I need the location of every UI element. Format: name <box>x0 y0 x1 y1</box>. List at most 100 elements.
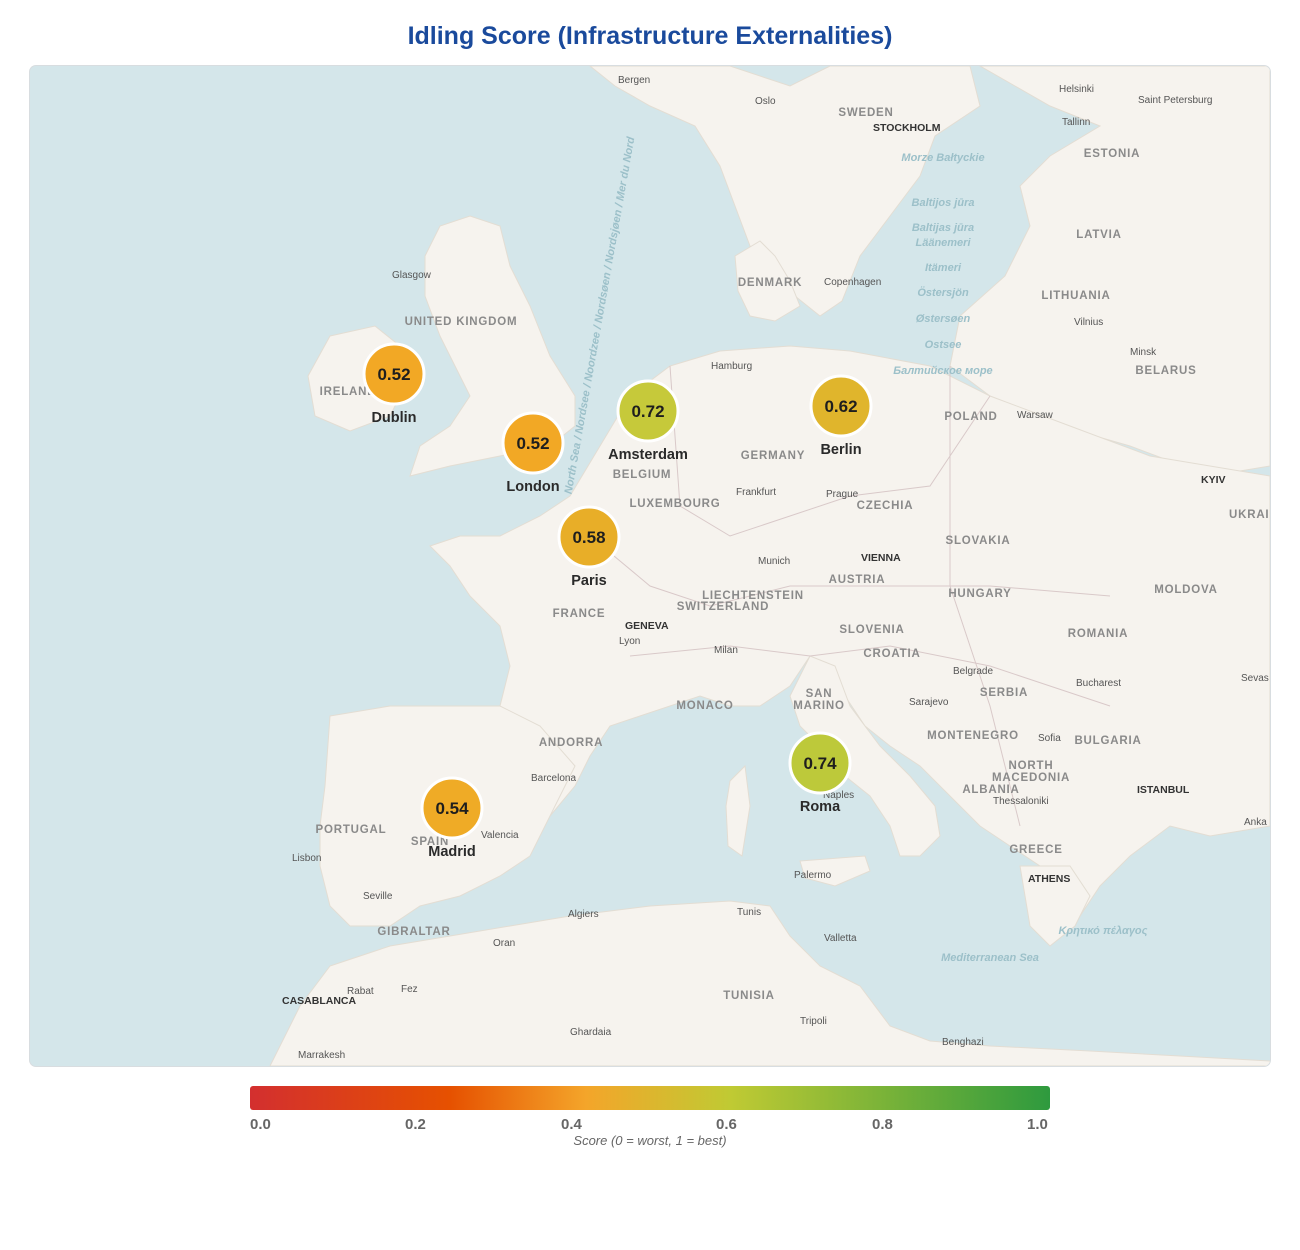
city-label: Marrakesh <box>298 1050 345 1061</box>
marker-circle[interactable] <box>501 411 565 475</box>
marker-city: Roma <box>800 799 841 815</box>
sea-label: Балтийское море <box>893 365 992 377</box>
city-label: Bergen <box>618 75 650 86</box>
country-label: MONTENEGRO <box>927 730 1019 742</box>
legend-tick: 0.8 <box>872 1116 893 1133</box>
city-label: Barcelona <box>531 773 576 784</box>
city-label: Sofia <box>1038 733 1061 744</box>
country-label: MARINO <box>793 700 844 712</box>
country-label: CZECHIA <box>857 500 914 512</box>
city-label: Glasgow <box>392 270 432 281</box>
marker-score: 0.74 <box>803 754 837 773</box>
country-label: GREECE <box>1009 844 1062 856</box>
city-label: Naples <box>823 790 854 801</box>
color-legend: 0.0 0.2 0.4 0.6 0.8 1.0 Score (0 = worst… <box>250 1086 1050 1148</box>
country-label: GIBRALTAR <box>377 926 450 938</box>
country-label: MACEDONIA <box>992 772 1070 784</box>
country-label: DENMARK <box>738 277 802 289</box>
city-label: Benghazi <box>942 1037 984 1048</box>
city-label: Milan <box>714 645 738 656</box>
country-label: BULGARIA <box>1074 735 1141 747</box>
marker-circle[interactable] <box>557 505 621 569</box>
marker-roma[interactable]: 0.74 Roma <box>788 731 852 815</box>
country-label: FRANCE <box>553 608 606 620</box>
legend-gradient-bar <box>250 1086 1050 1110</box>
country-label: BELARUS <box>1135 365 1196 377</box>
legend-caption: Score (0 = worst, 1 = best) <box>573 1133 727 1148</box>
country-label: LITHUANIA <box>1041 290 1110 302</box>
sea-label: Östersjön <box>917 286 969 299</box>
marker-circle[interactable] <box>616 379 680 443</box>
country-label: LIECHTENSTEIN <box>702 590 804 602</box>
city-label: Saint Petersburg <box>1138 95 1213 106</box>
city-label: VIENNA <box>861 552 901 564</box>
city-label: Prague <box>826 489 859 500</box>
city-label: Frankfurt <box>736 487 776 498</box>
map-canvas[interactable]: SWEDEN ESTONIA LATVIA LITHUANIA DENMARK … <box>30 66 1270 1066</box>
marker-city: Paris <box>571 573 606 589</box>
city-label: Vilnius <box>1074 317 1103 328</box>
marker-london[interactable]: 0.52 London <box>501 411 565 495</box>
country-label: SLOVAKIA <box>946 535 1011 547</box>
city-label: Bucharest <box>1076 678 1121 689</box>
legend-tick: 0.0 <box>250 1116 271 1133</box>
map-panel[interactable]: SWEDEN ESTONIA LATVIA LITHUANIA DENMARK … <box>30 66 1270 1066</box>
marker-layer: 0.52 Dublin 0.52 London 0.72 Amsterdam 0… <box>362 342 873 860</box>
country-label: CROATIA <box>863 648 920 660</box>
country-labels: SWEDEN ESTONIA LATVIA LITHUANIA DENMARK … <box>316 107 1270 1002</box>
city-label: Valletta <box>824 933 857 944</box>
city-label: Copenhagen <box>824 277 881 288</box>
marker-berlin[interactable]: 0.62 Berlin <box>809 374 873 458</box>
city-label: Algiers <box>568 909 599 920</box>
country-label: SWITZERLAND <box>677 601 769 613</box>
city-label: KYIV <box>1201 474 1226 486</box>
marker-madrid[interactable]: 0.54 Madrid <box>420 776 484 860</box>
city-label: Tallinn <box>1062 117 1090 128</box>
sea-label: Läänemeri <box>915 237 971 249</box>
sea-label: Baltijas jūra <box>912 222 974 234</box>
marker-circle[interactable] <box>420 776 484 840</box>
marker-score: 0.52 <box>516 434 549 453</box>
city-label: Valencia <box>481 830 519 841</box>
sea-label: Østersøen <box>916 313 971 325</box>
city-label: Warsaw <box>1017 410 1054 421</box>
marker-amsterdam[interactable]: 0.72 Amsterdam <box>608 379 688 463</box>
country-label: GERMANY <box>741 450 805 462</box>
city-label: Oslo <box>755 96 776 107</box>
country-label: BELGIUM <box>613 469 672 481</box>
country-label: SLOVENIA <box>839 624 904 636</box>
country-label: SWEDEN <box>838 107 893 119</box>
country-label: MONACO <box>676 700 733 712</box>
city-label: Tripoli <box>800 1016 827 1027</box>
country-label: PORTUGAL <box>316 824 387 836</box>
sea-label: Baltijos jūra <box>912 197 975 209</box>
country-label: MOLDOVA <box>1154 584 1218 596</box>
marker-circle[interactable] <box>809 374 873 438</box>
city-label: Sarajevo <box>909 697 949 708</box>
city-labels: Bergen Oslo Helsinki Saint Petersburg ST… <box>282 75 1269 1061</box>
marker-paris[interactable]: 0.58 Paris <box>557 505 621 589</box>
country-label: LUXEMBOURG <box>629 498 720 510</box>
city-label: Ghardaia <box>570 1027 612 1038</box>
legend-ticks: 0.0 0.2 0.4 0.6 0.8 1.0 <box>250 1110 1050 1136</box>
marker-city: London <box>506 479 559 495</box>
marker-city: Berlin <box>820 442 861 458</box>
sea-label: Morze Bałtyckie <box>901 152 984 164</box>
page-title: Idling Score (Infrastructure Externaliti… <box>407 22 893 50</box>
city-label: Thessaloniki <box>993 796 1049 807</box>
sea-label: Κρητικό πέλαγος <box>1058 925 1147 937</box>
country-label: SERBIA <box>980 687 1028 699</box>
country-label: SAN <box>806 688 833 700</box>
marker-dublin[interactable]: 0.52 Dublin <box>362 342 426 426</box>
city-label: Lyon <box>619 636 640 647</box>
city-label: ISTANBUL <box>1137 784 1190 796</box>
city-label: Seville <box>363 891 393 902</box>
marker-circle[interactable] <box>362 342 426 406</box>
country-label: AUSTRIA <box>829 574 886 586</box>
country-label: NORTH <box>1009 760 1054 772</box>
marker-city: Dublin <box>371 410 416 426</box>
country-label: IRELAND <box>320 386 377 398</box>
country-label: TUNISIA <box>723 990 775 1002</box>
marker-circle[interactable] <box>788 731 852 795</box>
sea-label: Ostsee <box>925 339 962 351</box>
